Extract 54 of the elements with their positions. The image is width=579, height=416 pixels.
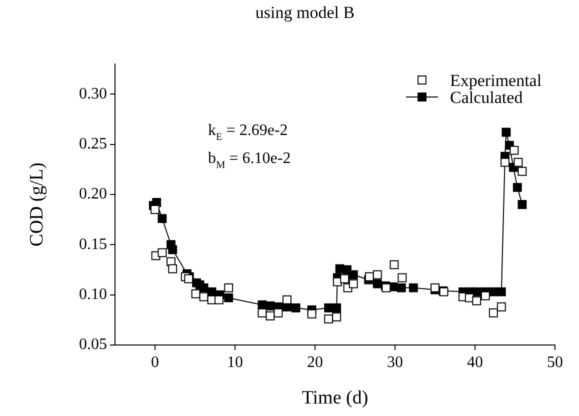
point (224, 283, 234, 292)
point (266, 301, 275, 310)
point (488, 308, 498, 318)
point (332, 312, 342, 322)
point (282, 295, 292, 304)
x-tick-label: 0 (151, 354, 159, 371)
point (307, 309, 316, 318)
y-axis-title: COD (g/L) (26, 162, 48, 246)
chart-title: using model B (255, 3, 355, 22)
point (332, 303, 342, 312)
point (158, 214, 167, 224)
point (510, 146, 519, 155)
point (372, 270, 382, 280)
legend-label: Experimental (450, 71, 542, 90)
point (214, 295, 224, 304)
point (472, 287, 482, 296)
point (348, 279, 358, 288)
point (348, 270, 358, 280)
point (496, 302, 506, 312)
point (158, 248, 167, 258)
point (396, 283, 406, 292)
point (408, 283, 418, 292)
y-tick-label: 0.20 (79, 186, 107, 203)
y-tick-label: 0.25 (79, 135, 107, 152)
point (168, 245, 178, 254)
y-tick-label: 0.05 (79, 336, 107, 354)
point (500, 158, 510, 167)
point (472, 296, 482, 306)
x-tick-label: 40 (467, 354, 483, 371)
point (518, 200, 527, 209)
y-tick-label: 0.10 (79, 286, 107, 304)
point (199, 283, 208, 292)
x-tick-label: 20 (307, 354, 323, 371)
point (512, 182, 522, 192)
point (224, 293, 234, 302)
x-tick-label: 30 (387, 354, 403, 371)
point (168, 264, 178, 274)
point (274, 308, 283, 318)
point (291, 303, 300, 312)
point (514, 158, 523, 167)
point (340, 274, 350, 284)
point (496, 287, 506, 296)
point (518, 166, 527, 176)
point (398, 273, 407, 282)
point (324, 303, 334, 312)
point (480, 291, 490, 300)
x-axis-title: Time (d) (302, 388, 368, 409)
x-tick-label: 10 (227, 354, 243, 371)
point (502, 128, 511, 137)
point (390, 260, 399, 270)
point (150, 205, 160, 214)
y-tick-label: 0.15 (79, 236, 107, 253)
y-tick-label: 0.30 (79, 85, 107, 102)
x-tick-label: 50 (547, 354, 563, 371)
